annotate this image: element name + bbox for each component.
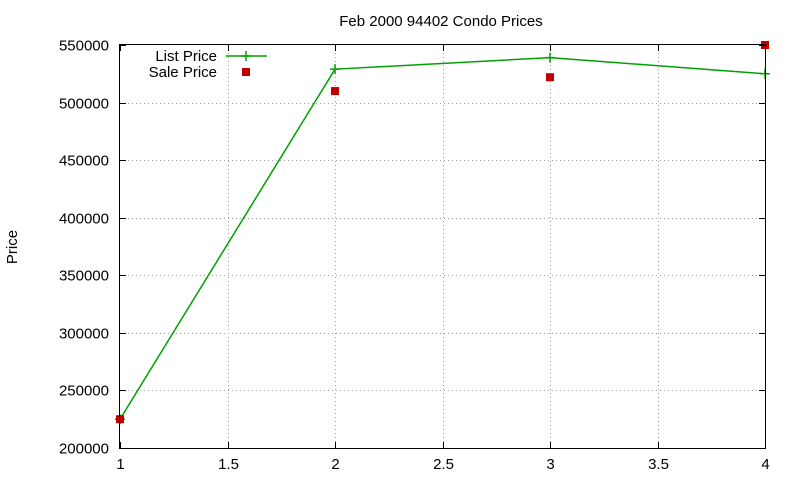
y-tick-label: 250000: [59, 383, 109, 400]
y-tick-label: 350000: [59, 268, 109, 285]
legend-marker: [242, 68, 250, 76]
x-tick-label: 2.5: [433, 456, 454, 473]
legend-label: Sale Price: [149, 64, 217, 81]
chart-title: Feb 2000 94402 Condo Prices: [339, 13, 542, 30]
x-tick-label: 1: [116, 456, 124, 473]
ticks: 200000 250000 300000 350000 400000 450000 5000…: [59, 38, 770, 474]
y-tick-label: 550000: [59, 38, 109, 55]
y-tick-label: 500000: [59, 96, 109, 113]
y-tick-label: 200000: [59, 441, 109, 458]
y-tick-label: 450000: [59, 153, 109, 170]
x-tick-label: 3.5: [648, 456, 669, 473]
sale-price-point: [546, 73, 554, 82]
y-axis-label: Price: [4, 230, 21, 264]
sale-price-series: [116, 41, 769, 424]
y-tick-label: 400000: [59, 211, 109, 228]
plot-frame: [119, 44, 766, 449]
sale-price-point: [331, 87, 339, 96]
list-price-point: [330, 64, 340, 75]
list-price-point: [545, 52, 555, 63]
grid: [120, 45, 765, 448]
y-tick-label: 300000: [59, 326, 109, 343]
x-tick-label: 2: [331, 456, 339, 473]
series-layer: [115, 41, 770, 425]
list-price-series: [115, 52, 770, 425]
x-tick-label: 4: [761, 456, 769, 473]
x-tick-label: 3: [546, 456, 554, 473]
legend-label: List Price: [155, 48, 217, 65]
legend-entry-sale-price: Sale Price: [149, 64, 250, 81]
x-tick-label: 1.5: [218, 456, 239, 473]
list-price-line: [119, 56, 766, 420]
legend-marker: [241, 51, 251, 61]
legend-entry-list-price: List Price: [155, 48, 267, 65]
